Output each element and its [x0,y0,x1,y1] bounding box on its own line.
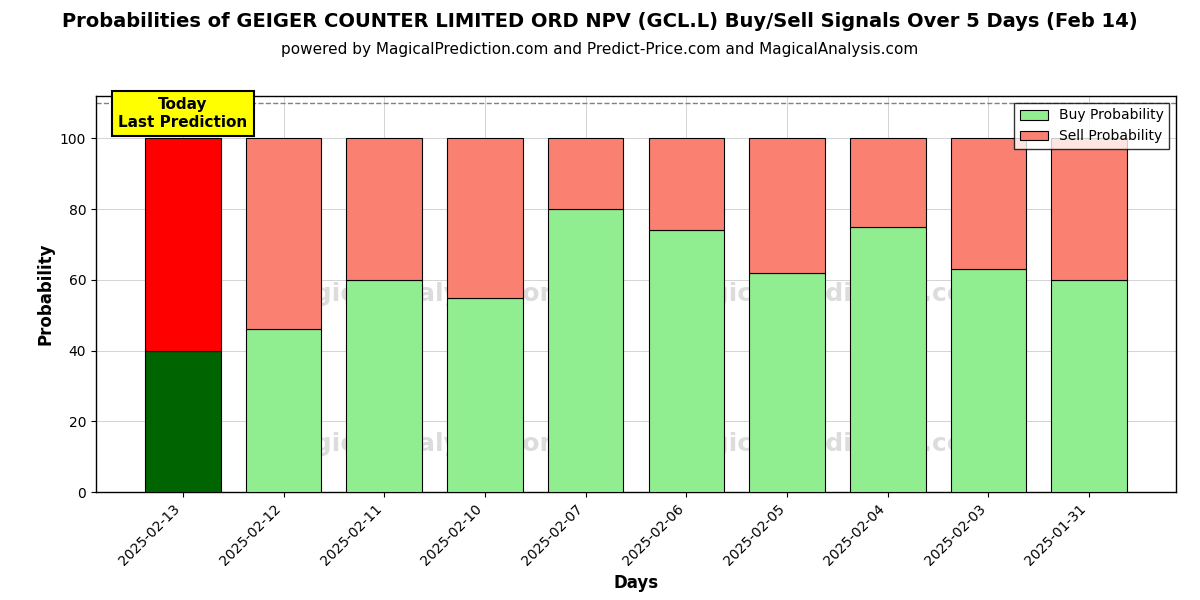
Text: MagicalPrediction.com: MagicalPrediction.com [670,282,991,306]
Text: MagicalAnalysis.com: MagicalAnalysis.com [274,282,566,306]
Bar [145,350,221,492]
Bar [950,269,1026,492]
Bar [1051,280,1127,492]
Bar [548,209,624,492]
Bar [648,230,724,492]
Text: Probabilities of GEIGER COUNTER LIMITED ORD NPV (GCL.L) Buy/Sell Signals Over 5 : Probabilities of GEIGER COUNTER LIMITED … [62,12,1138,31]
Y-axis label: Probability: Probability [36,243,54,345]
Text: Today
Last Prediction: Today Last Prediction [119,97,247,130]
Bar [749,139,824,273]
Bar [145,139,221,350]
Bar [548,139,624,209]
Bar [347,280,422,492]
Bar [850,139,925,227]
Legend: Buy Probability, Sell Probability: Buy Probability, Sell Probability [1014,103,1169,149]
Bar [448,298,523,492]
Bar [246,139,322,329]
Text: powered by MagicalPrediction.com and Predict-Price.com and MagicalAnalysis.com: powered by MagicalPrediction.com and Pre… [281,42,919,57]
Bar [448,139,523,298]
Bar [850,227,925,492]
X-axis label: Days: Days [613,574,659,592]
Text: MagicalPrediction.com: MagicalPrediction.com [670,433,991,457]
Bar [246,329,322,492]
Bar [1051,139,1127,280]
Bar [950,139,1026,269]
Text: MagicalAnalysis.com: MagicalAnalysis.com [274,433,566,457]
Bar [749,273,824,492]
Bar [648,139,724,230]
Bar [347,139,422,280]
